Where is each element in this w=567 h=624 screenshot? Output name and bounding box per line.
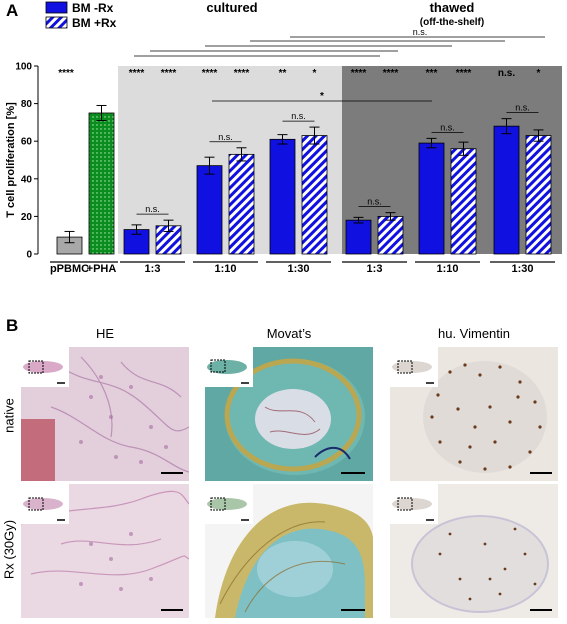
error-bar [353,216,364,224]
pair-bracket-label: n.s. [218,132,233,142]
row-header-rx: Rx (30Gy) [1,519,17,580]
error-bar [131,224,142,235]
error-bar [163,219,174,232]
bar-minus-rx [269,138,296,255]
pair-bracket-label: n.s. [367,197,382,207]
x-label-control: +PHA [87,263,117,275]
micrograph-he-rx [21,484,189,618]
x-axis-labels: pPBMC+PHA 1:3 1:10 1:30 1:3 1:10 1:30 [50,261,555,275]
y-tick-label: 0 [26,250,32,261]
legend: BM -Rx BM +Rx [45,1,117,30]
significance-stars: * [537,68,541,79]
significance-stars: *** [426,68,438,79]
micrograph-vimentin-rx [390,484,558,618]
x-label-ratio: 1:10 [214,263,236,275]
bar-plus-rx [228,153,255,255]
error-bar [309,126,320,145]
error-bar [458,141,469,156]
x-label-ratio: 1:30 [287,263,309,275]
micrograph-vimentin-native [390,347,558,481]
header-thawed-sub: (off-the-shelf) [420,17,484,28]
legend-label-plus-rx: BM +Rx [72,16,117,30]
significance-stars: **** [202,68,218,79]
error-bar [96,104,107,122]
micrograph-movat-native [205,347,373,481]
pair-bracket-label: n.s. [291,111,306,121]
error-bar [501,118,512,135]
error-bar [385,212,396,221]
significance-stars: **** [351,68,367,79]
legend-swatch-plus-rx [45,16,68,29]
bars-layer: n.s.**** ****n.s.**** ****n.s.** *n.s.**** *… [56,68,552,255]
y-axis: 0 20 40 60 80 100 [15,62,39,261]
column-header-he: HE [95,326,115,341]
significance-stars: **** [129,68,145,79]
y-tick-label: 60 [21,137,33,148]
x-label-ratio: 1:30 [511,263,533,275]
y-tick-label: 100 [15,62,32,73]
bar-minus-rx [493,125,520,255]
top-brackets [134,36,545,57]
error-bar [204,156,215,175]
bar-plus-rx [525,135,552,255]
pair-bracket-label: n.s. [145,204,160,214]
bar-plus-rx [377,215,404,255]
x-label-ratio: 1:10 [436,263,458,275]
significance-stars: * [313,68,317,79]
header-thawed: thawed [430,0,475,15]
error-bar [533,129,544,142]
row-header-native: native [1,398,17,433]
header-cultured: cultured [206,0,257,15]
significance-stars: **** [456,68,472,79]
panel-a-label: A [6,1,18,20]
significance-stars: n.s. [498,68,515,79]
significance-stars: **** [383,68,399,79]
significance-stars: **** [161,68,177,79]
long-bracket-label: * [320,91,324,102]
panel-b-label: B [6,316,19,335]
legend-label-minus-rx: BM -Rx [72,1,114,15]
pair-bracket-label: n.s. [440,122,455,132]
bar-control-pha [88,112,115,255]
bar-plus-rx [301,135,328,255]
bar-minus-rx [418,142,445,255]
micrograph-he-native [21,347,189,481]
bar-minus-rx [196,165,223,255]
error-bar [64,230,75,244]
x-label-ratio: 1:3 [145,263,161,275]
x-label-control: pPBMC [50,263,89,275]
significance-stars: **** [234,68,250,79]
x-label-ratio: 1:3 [367,263,383,275]
error-bar [277,134,288,145]
error-bar [236,147,247,162]
bar-minus-rx [345,219,372,255]
error-bar [426,137,437,149]
y-tick-label: 80 [21,99,33,110]
y-tick-label: 40 [21,174,33,185]
legend-swatch-minus-rx [45,1,68,14]
pair-bracket-label: n.s. [515,103,530,113]
column-header-vimentin: hu. Vimentin [437,326,511,341]
control-stars: **** [58,68,74,79]
significance-stars: ** [279,68,287,79]
y-axis-label: T cell proliferation [%] [5,102,17,218]
column-header-movat: Movat’s [266,326,312,341]
micrograph-movat-rx [205,484,373,618]
bar-plus-rx [450,148,477,255]
y-tick-label: 20 [21,212,33,223]
top-bracket-label: n.s. [413,27,428,37]
